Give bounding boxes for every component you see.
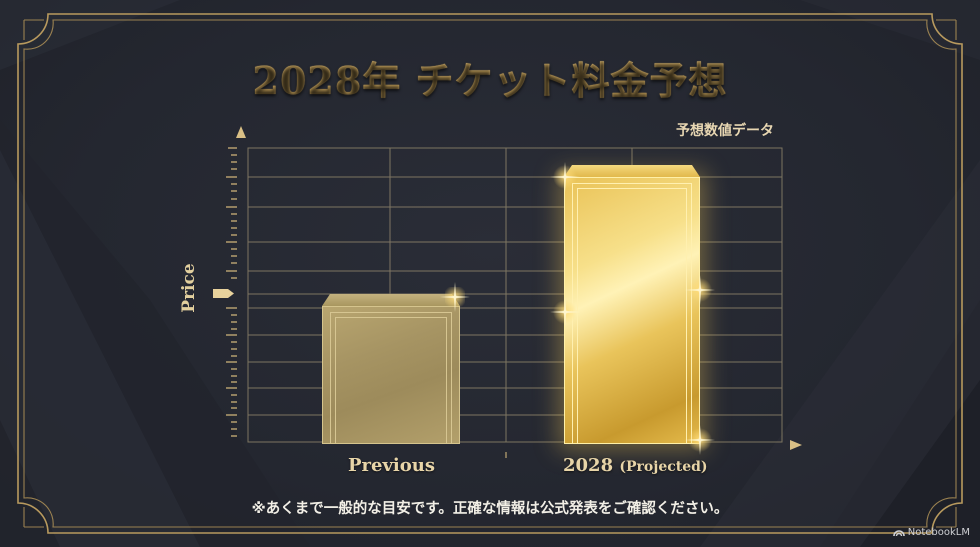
sparkle-icon — [685, 275, 715, 305]
y-axis-label: Price — [179, 263, 199, 313]
notebooklm-logo-icon — [892, 530, 905, 537]
brand-watermark: NotebookLM — [892, 527, 970, 538]
page-title: 2028年 チケット料金予想 — [0, 50, 980, 105]
y-axis-marker-icon — [213, 289, 234, 298]
bar-previous — [322, 294, 460, 444]
disclaimer-text: ※あくまで一般的な目安です。正確な情報は公式発表をご確認ください。 — [251, 501, 729, 517]
y-axis-ticks — [226, 147, 237, 437]
sparkle-icon — [440, 282, 470, 312]
x-axis-arrow-icon — [790, 440, 802, 450]
sparkle-icon — [550, 297, 580, 327]
bar-2028-projected — [564, 165, 700, 444]
y-axis-arrow-icon — [236, 126, 246, 138]
chart-subtitle: 予想数値データ — [676, 123, 774, 139]
sparkle-icon — [685, 425, 715, 455]
sparkle-icon — [550, 162, 580, 192]
x-tick-label-previous: Previous — [348, 455, 435, 476]
x-tick-label-2028: 2028 (Projected) — [563, 455, 708, 476]
